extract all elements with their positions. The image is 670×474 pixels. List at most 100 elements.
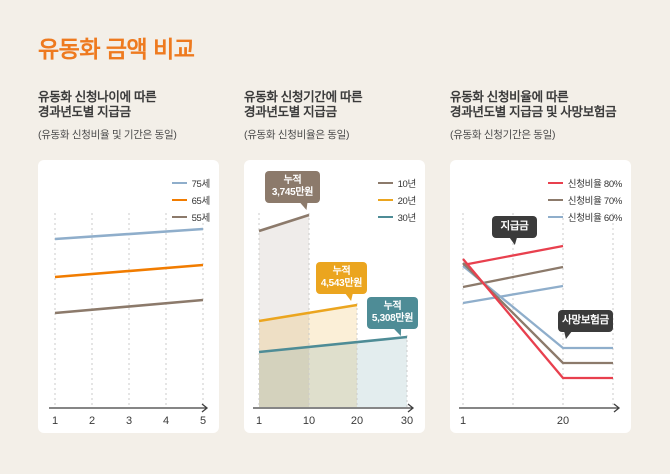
legend-item-65: 65세 bbox=[171, 193, 211, 207]
label-payout-text: 지급금 bbox=[500, 220, 529, 233]
legend-item-55: 55세 bbox=[171, 210, 211, 224]
x-axis bbox=[253, 403, 415, 413]
callout-line1: 누적 bbox=[383, 300, 402, 312]
series-line-30yr bbox=[258, 335, 408, 354]
death-line-80 bbox=[462, 258, 613, 380]
callout-line2: 4,543만원 bbox=[320, 278, 363, 289]
x-axis bbox=[49, 403, 209, 413]
legend-period: 10년 20년 30년 bbox=[377, 176, 417, 224]
callout-line1: 누적 bbox=[283, 174, 302, 186]
legend-label: 75세 bbox=[191, 179, 211, 190]
legend-swatch-55 bbox=[171, 216, 187, 218]
panel1-title: 유동화 신청나이에 따른 경과년도별 지급금 bbox=[38, 90, 157, 120]
chart-age: 1 2 3 4 5 bbox=[49, 213, 209, 427]
legend-swatch-60 bbox=[547, 216, 563, 218]
legend-item-60: 신청비율 60% bbox=[547, 210, 623, 224]
x-tick: 4 bbox=[163, 415, 169, 427]
callout-tail bbox=[509, 237, 519, 245]
panel2-title-line1: 유동화 신청기간에 따른 bbox=[244, 90, 363, 104]
legend-swatch-75 bbox=[171, 182, 187, 184]
callout-line2: 5,308만원 bbox=[371, 313, 414, 324]
legend-label: 10년 bbox=[397, 179, 417, 190]
x-tick: 2 bbox=[89, 415, 95, 427]
legend-swatch-10yr bbox=[377, 182, 393, 184]
legend-item-75: 75세 bbox=[171, 176, 211, 190]
callout-cumulative-20yr: 누적 4,543만원 bbox=[316, 262, 367, 301]
callout-line2: 3,745만원 bbox=[271, 187, 314, 198]
x-tick: 30 bbox=[401, 415, 413, 427]
panel-ratio-comparison: 유동화 신청비율에 따른 경과년도별 지급금 및 사망보험금 (유동화 신청기간은… bbox=[450, 0, 631, 474]
legend-swatch-80 bbox=[547, 182, 563, 184]
legend-swatch-65 bbox=[171, 199, 187, 201]
death-line-70 bbox=[462, 262, 613, 365]
panel-period-comparison: 유동화 신청기간에 따른 경과년도별 지급금 (유동화 신청비율은 동일) 1 1… bbox=[244, 0, 425, 474]
area-10yr bbox=[259, 215, 309, 407]
callout-line1: 누적 bbox=[332, 265, 351, 277]
payout-line-60 bbox=[462, 284, 564, 305]
legend-age: 75세 65세 55세 bbox=[171, 176, 211, 224]
legend-item-20yr: 20년 bbox=[377, 193, 417, 207]
legend-label: 20년 bbox=[397, 196, 417, 207]
chart-ratio: 1 20 bbox=[459, 213, 621, 427]
callout-cumulative-10yr: 누적 3,745만원 bbox=[265, 171, 320, 210]
legend-item-70: 신청비율 70% bbox=[547, 193, 623, 207]
panel1-title-line1: 유동화 신청나이에 따른 bbox=[38, 90, 157, 104]
area-30yr bbox=[259, 337, 407, 407]
legend-label: 신청비율 80% bbox=[567, 179, 623, 190]
x-tick-labels: 1 2 3 4 5 bbox=[52, 415, 206, 427]
panel2-chart-card: 1 10 20 30 10년 20년 30년 누적 3,745만원 누적 4,5… bbox=[244, 160, 425, 433]
panel3-title-line2: 경과년도별 지급금 및 사망보험금 bbox=[450, 105, 617, 119]
x-tick: 3 bbox=[126, 415, 132, 427]
label-death-benefit: 사망보험금 bbox=[558, 310, 613, 339]
x-tick: 1 bbox=[256, 415, 262, 427]
callout-cumulative-30yr: 누적 5,308만원 bbox=[367, 297, 418, 336]
panel1-chart-card: 1 2 3 4 5 75세 65세 55세 bbox=[38, 160, 219, 433]
x-axis-arrow bbox=[407, 403, 415, 413]
panel1-title-line2: 경과년도별 지급금 bbox=[38, 105, 131, 119]
x-axis bbox=[459, 403, 621, 413]
panel-age-comparison: 유동화 신청나이에 따른 경과년도별 지급금 (유동화 신청비율 및 기간은 동일… bbox=[38, 0, 219, 474]
legend-item-10yr: 10년 bbox=[377, 176, 417, 190]
gridlines bbox=[258, 213, 408, 408]
legend-label: 신청비율 70% bbox=[567, 196, 623, 207]
label-payout: 지급금 bbox=[492, 216, 537, 245]
x-tick: 20 bbox=[351, 415, 363, 427]
payout-line-70 bbox=[462, 265, 564, 289]
x-tick: 5 bbox=[200, 415, 206, 427]
series-line-20yr bbox=[258, 303, 358, 323]
series-line-10yr bbox=[258, 213, 310, 233]
page-title: 유동화 금액 비교 bbox=[38, 36, 195, 62]
series-line-55 bbox=[54, 298, 204, 315]
legend-swatch-30yr bbox=[377, 216, 393, 218]
payout-line-80 bbox=[462, 244, 564, 267]
panel2-title-line2: 경과년도별 지급금 bbox=[244, 105, 337, 119]
series-line-65 bbox=[54, 263, 204, 279]
panel1-subtitle: (유동화 신청비율 및 기간은 동일) bbox=[38, 129, 177, 141]
panel3-title: 유동화 신청비율에 따른 경과년도별 지급금 및 사망보험금 bbox=[450, 90, 617, 120]
area-20yr bbox=[259, 305, 357, 407]
x-axis-arrow bbox=[613, 403, 621, 413]
panel3-title-line1: 유동화 신청비율에 따른 bbox=[450, 90, 569, 104]
panel3-chart-card: 1 20 신청비율 80% 신청비율 70% 신청비율 60% 지급금 사망보험… bbox=[450, 160, 631, 433]
legend-label: 신청비율 60% bbox=[567, 213, 623, 224]
x-axis-arrow bbox=[201, 403, 209, 413]
legend-ratio: 신청비율 80% 신청비율 70% 신청비율 60% bbox=[547, 176, 623, 224]
legend-swatch-70 bbox=[547, 199, 563, 201]
legend-swatch-20yr bbox=[377, 199, 393, 201]
death-line-60 bbox=[462, 265, 613, 350]
legend-label: 55세 bbox=[191, 213, 211, 224]
legend-label: 30년 bbox=[397, 213, 417, 224]
panel2-subtitle: (유동화 신청비율은 동일) bbox=[244, 129, 350, 141]
x-tick: 1 bbox=[460, 415, 466, 427]
x-tick-labels: 1 20 bbox=[460, 415, 569, 427]
chart-period: 1 10 20 30 bbox=[253, 213, 415, 427]
legend-item-80: 신청비율 80% bbox=[547, 176, 623, 190]
x-tick: 20 bbox=[557, 415, 569, 427]
label-death-benefit-text: 사망보험금 bbox=[562, 314, 609, 327]
series-line-75 bbox=[54, 227, 204, 241]
legend-label: 65세 bbox=[191, 196, 211, 207]
x-tick: 1 bbox=[52, 415, 58, 427]
panel2-title: 유동화 신청기간에 따른 경과년도별 지급금 bbox=[244, 90, 363, 120]
x-tick: 10 bbox=[303, 415, 315, 427]
panel3-subtitle: (유동화 신청기간은 동일) bbox=[450, 129, 556, 141]
